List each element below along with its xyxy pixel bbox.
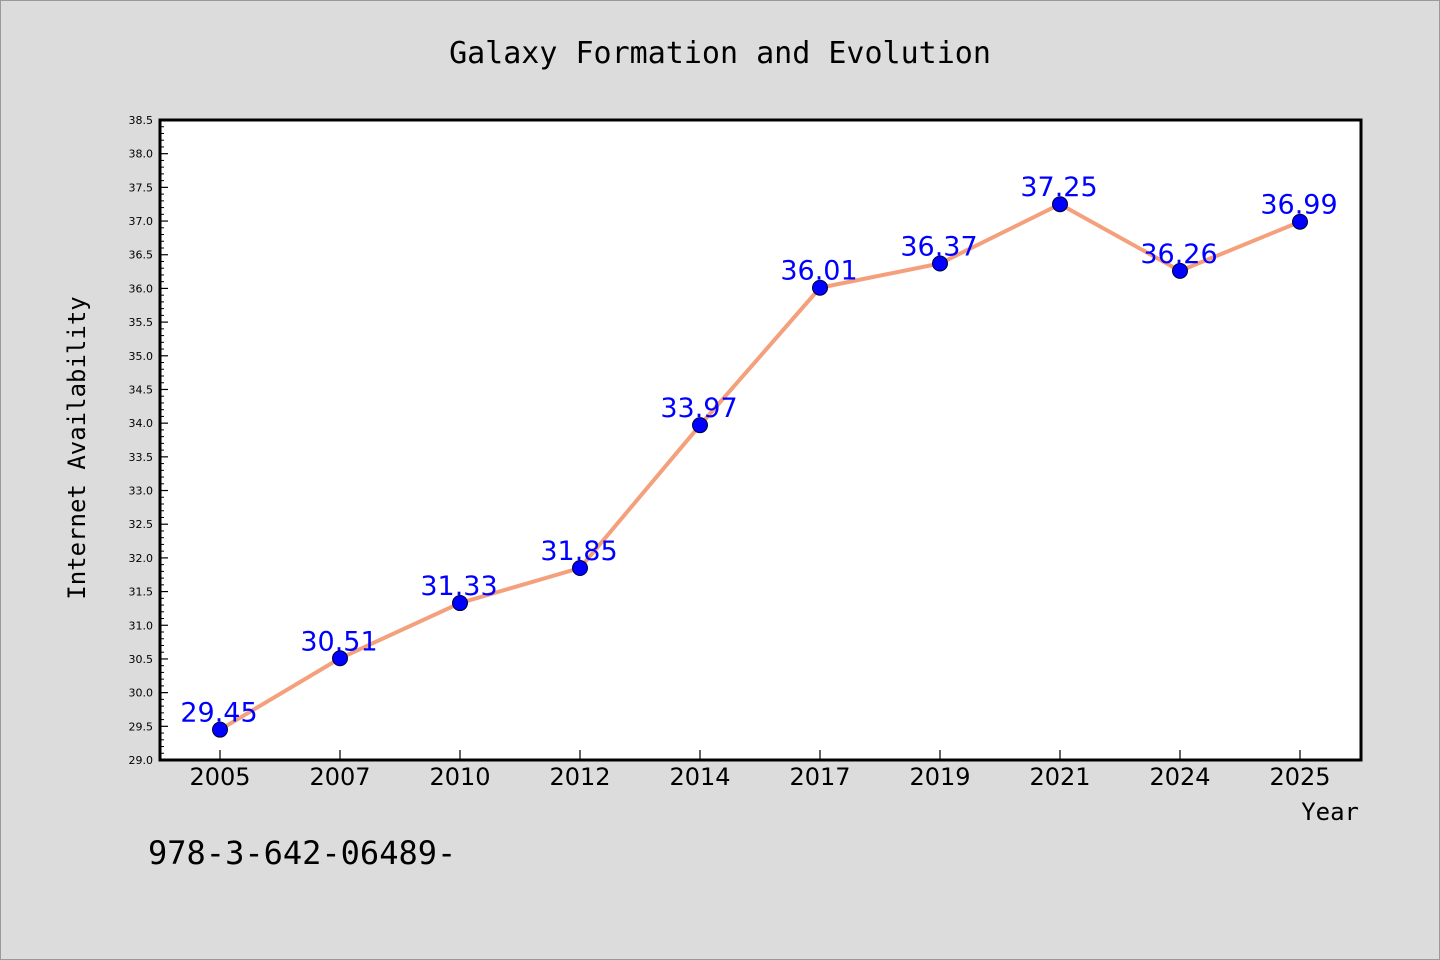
y-tick-label: 32.5 — [129, 518, 154, 531]
data-label: 36.26 — [1140, 239, 1217, 270]
data-point-marker — [452, 595, 468, 612]
y-tick-label: 34.5 — [129, 383, 154, 396]
y-tick-label: 31.5 — [129, 586, 154, 599]
footer-isbn-text: 978-3-642-06489- — [148, 834, 456, 872]
x-axis: 2005 2007 2010 2012 2014 2017 2019 2021 2024 2025 — [189, 750, 1331, 791]
data-label: 31.85 — [540, 536, 617, 567]
x-tick-label: 2021 — [1029, 763, 1090, 791]
x-tick-label: 2005 — [189, 763, 250, 791]
data-label: 36.01 — [780, 256, 857, 287]
y-tick-label: 30.0 — [129, 687, 154, 700]
series-layer — [212, 196, 1308, 738]
data-point-marker — [812, 279, 828, 296]
y-tick-label: 29.5 — [129, 720, 154, 733]
data-point-marker — [1052, 196, 1068, 213]
y-tick-label: 34.0 — [129, 417, 154, 430]
y-tick-label: 33.5 — [129, 451, 154, 464]
y-tick-label: 37.0 — [129, 215, 154, 228]
y-tick-label: 30.5 — [129, 653, 154, 666]
data-point-marker — [572, 560, 588, 576]
y-tick-label: 38.5 — [129, 114, 154, 127]
data-label: 37.25 — [1020, 172, 1097, 203]
y-tick-label: 36.5 — [129, 249, 154, 262]
y-axis: 29.0 29.5 30.0 30.5 31.0 31.5 32.0 32.5 33.0 33.5… — [129, 114, 168, 767]
series-line — [218, 202, 1302, 732]
y-tick-label: 35.5 — [129, 316, 154, 329]
y-tick-label: 38.0 — [129, 148, 154, 161]
data-label: 36.37 — [900, 231, 977, 262]
y-tick-label: 29.0 — [129, 754, 154, 767]
y-tick-label: 31.0 — [129, 619, 154, 632]
x-tick-label: 2007 — [309, 763, 370, 791]
data-label: 36.99 — [1260, 190, 1337, 221]
data-point-marker — [212, 721, 228, 738]
y-tick-label: 36.0 — [129, 282, 154, 295]
data-label-layer: 29.45 30.51 31.33 31.85 33.97 36.01 36.37 37.25… — [180, 172, 1337, 728]
data-label: 31.33 — [420, 571, 497, 602]
data-label: 33.97 — [660, 393, 737, 424]
x-tick-label: 2024 — [1149, 763, 1210, 791]
x-tick-label: 2017 — [789, 763, 850, 791]
data-point-marker — [332, 650, 348, 667]
y-tick-label: 33.0 — [129, 485, 154, 498]
y-tick-label: 35.0 — [129, 350, 154, 363]
data-point-marker — [1172, 262, 1188, 279]
plot-area — [158, 118, 1363, 762]
y-axis-label: Internet Availability — [63, 296, 91, 599]
x-tick-label: 2010 — [429, 763, 490, 791]
data-point-marker — [692, 417, 708, 434]
data-point-marker — [932, 255, 948, 272]
x-tick-label: 2014 — [669, 763, 730, 791]
data-label: 29.45 — [180, 698, 257, 729]
x-axis-label: Year — [1301, 798, 1359, 826]
x-tick-label: 2012 — [549, 763, 610, 791]
data-point-marker — [1292, 213, 1308, 230]
data-label: 30.51 — [300, 626, 377, 657]
y-tick-label: 32.0 — [129, 552, 154, 565]
x-tick-label: 2019 — [909, 763, 970, 791]
chart-title: Galaxy Formation and Evolution — [449, 36, 991, 71]
x-tick-label: 2025 — [1269, 763, 1330, 791]
y-tick-label: 37.5 — [129, 181, 154, 194]
